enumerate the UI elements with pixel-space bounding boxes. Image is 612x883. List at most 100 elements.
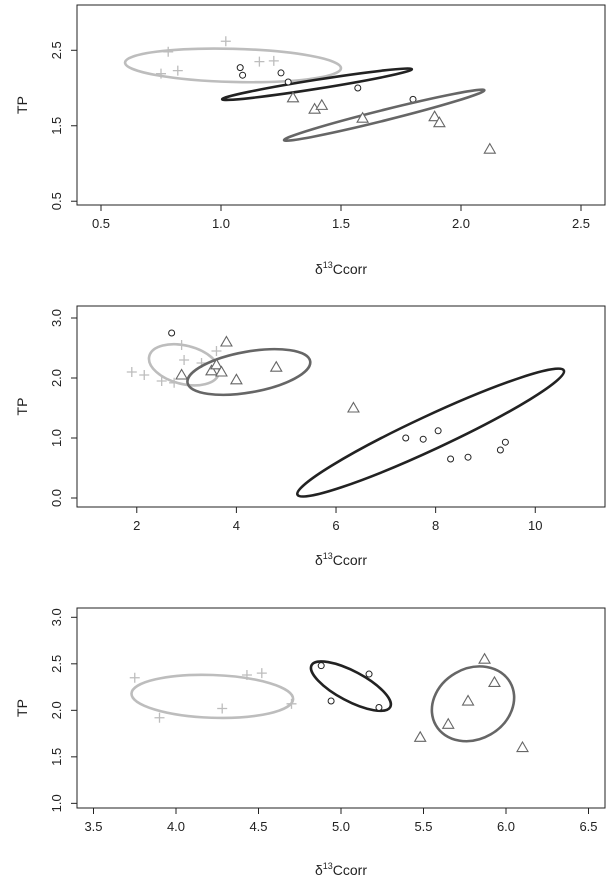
x-axis-label: δ13Ccorr xyxy=(315,551,367,568)
x-tick-label: 10 xyxy=(528,518,542,533)
x-axis-label-main: Ccorr xyxy=(333,552,368,568)
data-point-triangle xyxy=(210,358,223,370)
data-point-plus xyxy=(154,712,165,723)
data-point-plus xyxy=(129,672,140,683)
data-point-triangle xyxy=(219,335,233,347)
plot-frame xyxy=(76,607,606,809)
x-tick-label: 4.5 xyxy=(249,819,267,834)
data-point-circle xyxy=(168,329,176,337)
data-point-plus xyxy=(220,36,231,47)
x-axis-label-superscript: 13 xyxy=(323,551,333,561)
series-triangle xyxy=(413,652,529,753)
x-axis-label-prefix: δ xyxy=(315,552,323,568)
series-circle xyxy=(220,64,417,103)
x-tick-label: 5.0 xyxy=(332,819,350,834)
series-triangle xyxy=(175,335,360,413)
x-tick-label: 2.0 xyxy=(452,216,470,231)
x-tick-label: 6.0 xyxy=(497,819,515,834)
x-tick-label: 3.5 xyxy=(84,819,102,834)
data-point-plus xyxy=(169,377,180,388)
data-point-triangle xyxy=(229,373,243,385)
x-axis-label: δ13Ccorr xyxy=(315,260,367,277)
data-point-circle xyxy=(327,697,335,705)
y-axis-label: TP xyxy=(14,699,30,717)
confidence-ellipse xyxy=(430,665,516,743)
data-point-plus xyxy=(139,370,150,380)
y-tick-label: 1.5 xyxy=(49,117,64,135)
data-point-triangle xyxy=(315,98,329,110)
y-tick-label: 1.5 xyxy=(49,748,64,766)
x-tick-label: 6 xyxy=(332,518,339,533)
chart-panel-1: 0.5 1.0 1.5 2.0 2.5 0.5 1.5 2.5 δ13Ccorr TP xyxy=(14,4,606,277)
confidence-ellipse xyxy=(220,67,414,102)
confidence-ellipse xyxy=(130,673,295,720)
y-axis-label: TP xyxy=(14,96,30,114)
confidence-ellipse xyxy=(295,367,566,498)
data-point-circle xyxy=(284,78,292,86)
y-tick-label: 0.0 xyxy=(49,489,64,507)
data-point-triangle xyxy=(516,740,529,753)
confidence-ellipse xyxy=(309,660,393,713)
x-tick-label: 4.0 xyxy=(167,819,185,834)
chart-panel-3: 3.5 4.0 4.5 5.0 5.5 6.0 6.5 1.0 1.5 2.0 2.5 3.0 δ13C… xyxy=(14,607,606,878)
y-tick-label: 1.0 xyxy=(49,794,64,812)
data-point-circle xyxy=(277,69,285,77)
x-axis-label-prefix: δ xyxy=(315,261,323,277)
x-tick-label: 2 xyxy=(133,518,140,533)
data-point-circle xyxy=(375,704,383,712)
data-point-triangle xyxy=(461,694,475,706)
y-tick-label: 0.5 xyxy=(49,192,64,210)
x-axis-label-main: Ccorr xyxy=(333,862,368,878)
data-point-circle xyxy=(236,64,244,72)
plot-frame xyxy=(76,305,606,508)
data-point-circle xyxy=(402,434,410,442)
data-point-plus xyxy=(176,340,187,350)
data-point-plus xyxy=(217,703,228,714)
data-point-triangle xyxy=(432,116,446,128)
x-axis-label-main: Ccorr xyxy=(333,261,368,277)
y-tick-label: 2.0 xyxy=(49,701,64,719)
data-point-plus xyxy=(254,56,265,67)
confidence-ellipse xyxy=(282,88,486,142)
y-tick-label: 1.0 xyxy=(49,429,64,447)
data-point-triangle xyxy=(428,110,442,122)
chart-panel-2: 2 4 6 8 10 0.0 1.0 2.0 3.0 δ13Ccorr TP xyxy=(14,305,606,568)
data-point-plus xyxy=(126,367,137,377)
data-point-circle xyxy=(496,446,504,454)
data-point-triangle xyxy=(346,401,360,413)
y-tick-label: 2.5 xyxy=(49,41,64,59)
data-point-circle xyxy=(447,455,455,463)
series-circle xyxy=(168,329,566,498)
data-point-triangle xyxy=(483,142,497,154)
data-point-triangle xyxy=(286,91,300,103)
data-point-circle xyxy=(501,438,509,446)
series-plus xyxy=(126,340,222,388)
data-point-plus xyxy=(179,355,190,365)
x-tick-label: 5.5 xyxy=(414,819,432,834)
data-point-triangle xyxy=(175,368,189,380)
series-triangle xyxy=(282,88,497,154)
data-point-plus xyxy=(268,55,279,66)
x-axis-label: δ13Ccorr xyxy=(315,861,367,878)
data-point-circle xyxy=(434,427,442,435)
y-tick-label: 3.0 xyxy=(49,608,64,626)
x-tick-label: 2.5 xyxy=(572,216,590,231)
y-tick-label: 3.0 xyxy=(49,309,64,327)
x-tick-label: 4 xyxy=(233,518,240,533)
data-point-triangle xyxy=(214,365,228,377)
data-point-circle xyxy=(239,71,247,79)
x-tick-label: 0.5 xyxy=(92,216,110,231)
series-plus xyxy=(123,36,343,84)
data-point-plus xyxy=(256,668,267,679)
data-point-plus xyxy=(156,68,166,79)
data-point-circle xyxy=(464,453,472,461)
data-point-triangle xyxy=(269,360,283,372)
data-point-triangle xyxy=(487,675,501,687)
data-point-plus xyxy=(286,698,297,709)
series-plus xyxy=(129,668,297,723)
x-axis-label-superscript: 13 xyxy=(323,861,333,871)
data-point-circle xyxy=(419,435,427,443)
data-point-triangle xyxy=(478,652,492,664)
data-point-plus xyxy=(172,65,183,76)
x-tick-label: 1.0 xyxy=(212,216,230,231)
